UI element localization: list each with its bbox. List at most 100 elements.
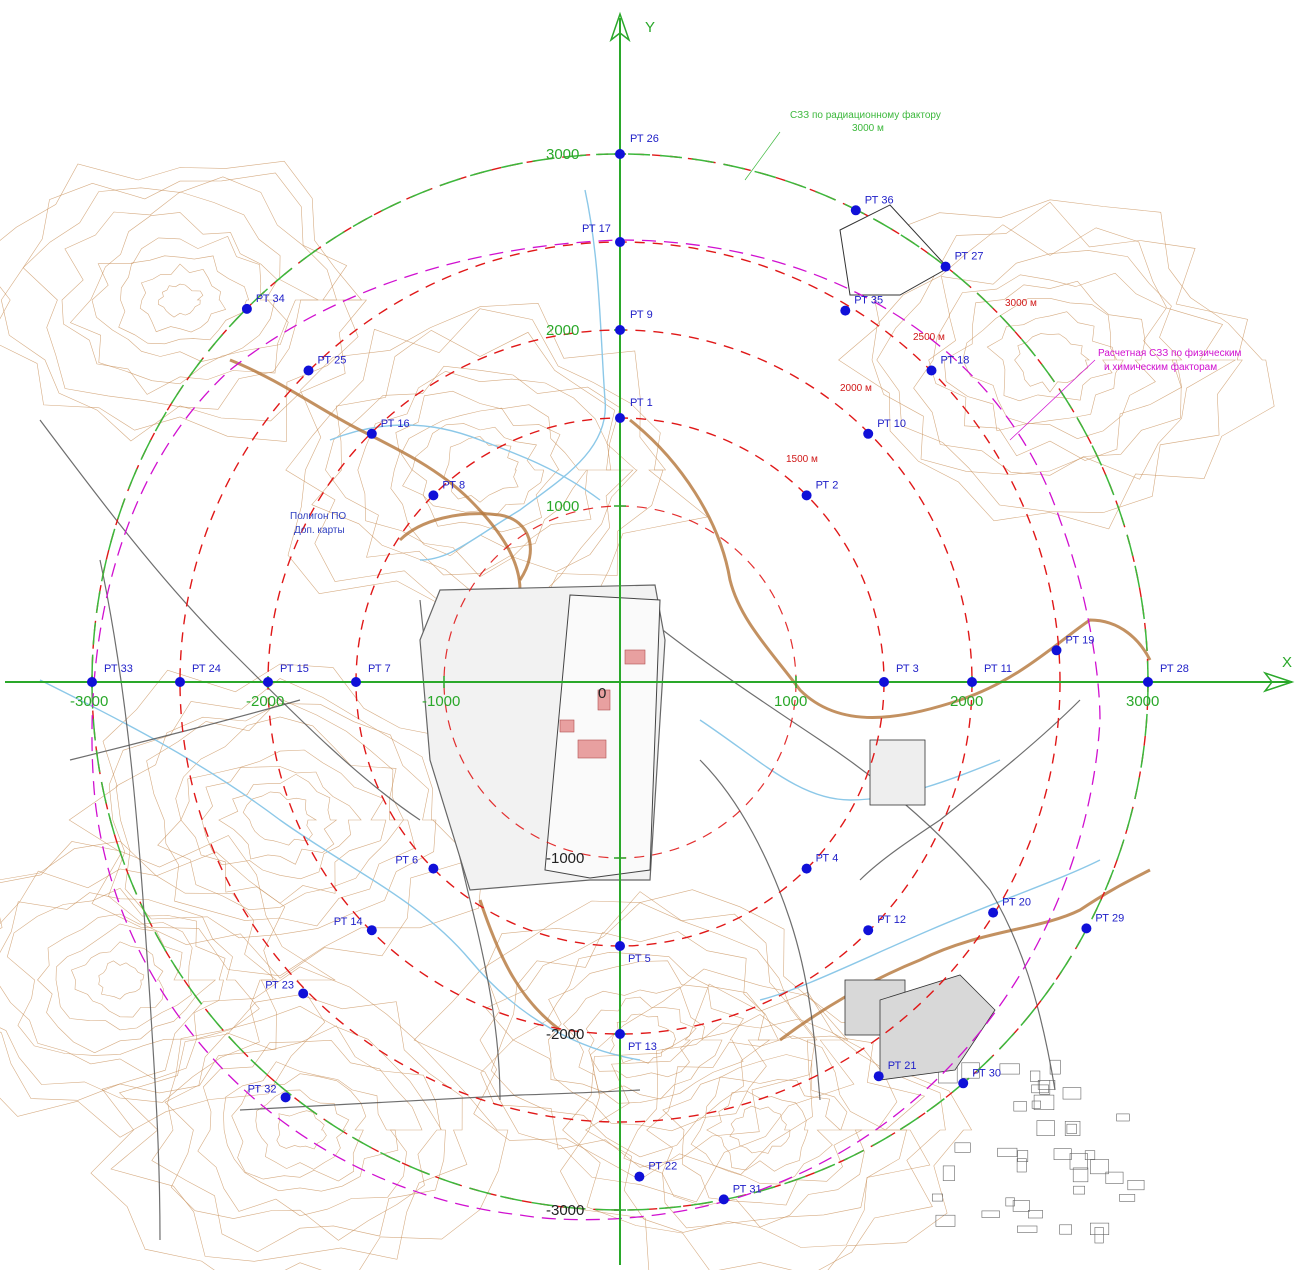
measurement-point[interactable]: РТ 19 [1051,634,1095,656]
y-tick-label: -2000 [546,1026,584,1043]
point-marker-icon[interactable] [615,1029,625,1039]
point-marker-icon[interactable] [241,303,252,314]
measurement-point[interactable]: РТ 11 [967,663,1012,687]
x-tick-label: -3000 [70,693,108,710]
measurement-point[interactable]: РТ 30 [958,1067,1001,1089]
measurement-point[interactable]: РТ 5 [615,941,651,965]
x-axis-arrow-icon [1262,671,1295,693]
measurement-point[interactable]: РТ 27 [940,251,984,272]
measurement-point[interactable]: РТ 17 [582,223,625,247]
point-marker-icon[interactable] [988,907,999,918]
measurement-point[interactable]: РТ 13 [615,1029,657,1053]
measurement-point[interactable]: РТ 21 [873,1060,917,1082]
point-label: РТ 3 [896,663,919,675]
measurement-point[interactable]: РТ 36 [850,194,894,216]
point-marker-icon[interactable] [428,863,439,874]
point-label: РТ 4 [816,853,839,865]
point-label: РТ 33 [104,663,133,675]
measurement-point[interactable]: РТ 29 [1081,912,1124,934]
point-label: РТ 15 [280,663,309,675]
point-label: РТ 9 [630,309,653,321]
point-marker-icon[interactable] [863,428,874,439]
measurement-point[interactable]: РТ 32 [248,1083,291,1103]
measurement-point[interactable]: РТ 34 [241,293,285,314]
point-label: РТ 18 [941,355,970,367]
point-marker-icon[interactable] [801,490,812,501]
point-marker-icon[interactable] [263,677,273,687]
point-marker-icon[interactable] [840,305,851,316]
measurement-point[interactable]: РТ 2 [801,479,839,501]
measurement-point[interactable]: РТ 12 [863,914,906,936]
point-marker-icon[interactable] [967,677,977,687]
measurement-point[interactable]: РТ 3 [879,663,919,687]
point-marker-icon[interactable] [940,261,951,272]
measurement-point[interactable]: РТ 20 [988,897,1031,918]
polygon-label-line1: Полигон ПО [290,511,346,522]
point-marker-icon[interactable] [298,988,309,999]
point-marker-icon[interactable] [615,149,625,159]
measurement-point[interactable]: РТ 35 [840,295,883,316]
point-marker-icon[interactable] [850,205,861,216]
ring-label-3000: 3000 м [1005,298,1037,309]
point-marker-icon[interactable] [863,925,874,936]
measurement-point[interactable]: РТ 33 [87,663,133,687]
measurement-point[interactable]: РТ 6 [395,855,439,874]
point-marker-icon[interactable] [958,1078,969,1089]
x-tick-label: 3000 [1126,693,1159,710]
x-tick-label: 2000 [950,693,983,710]
measurement-point[interactable]: РТ 28 [1143,663,1189,687]
point-marker-icon[interactable] [366,428,377,439]
point-marker-icon[interactable] [87,677,97,687]
point-marker-icon[interactable] [615,941,625,951]
point-label: РТ 32 [248,1083,277,1095]
measurement-point[interactable]: РТ 7 [351,663,391,687]
point-marker-icon[interactable] [351,677,361,687]
ring-label-2500: 2500 м [913,332,945,343]
point-marker-icon[interactable] [1051,645,1062,656]
x-tick-label: 1000 [774,693,807,710]
point-marker-icon[interactable] [303,365,314,376]
point-marker-icon[interactable] [634,1171,645,1182]
measurement-point[interactable]: РТ 23 [265,980,309,999]
point-marker-icon[interactable] [873,1071,884,1082]
point-marker-icon[interactable] [175,677,185,687]
x-axis-label: X [1282,654,1292,671]
point-marker-icon[interactable] [366,925,377,936]
point-label: РТ 6 [395,855,418,867]
measurement-point[interactable]: РТ 25 [303,355,347,376]
origin-label: 0 [598,685,606,702]
point-label: РТ 16 [381,418,410,430]
measurement-point[interactable]: РТ 26 [615,133,659,159]
point-marker-icon[interactable] [615,413,625,423]
measurement-point[interactable]: РТ 14 [334,916,377,936]
measurement-point[interactable]: РТ 9 [615,309,653,335]
measurement-point[interactable]: РТ 16 [366,418,410,439]
measurement-point[interactable]: РТ 22 [634,1161,677,1182]
point-label: РТ 20 [1002,897,1031,909]
measurement-point[interactable]: РТ 4 [801,853,839,874]
radiation-zone-distance: 3000 м [852,123,884,134]
point-label: РТ 21 [888,1060,917,1072]
ring-labels: 1500 м 2000 м 2500 м 3000 м [786,298,1037,465]
measurement-point[interactable]: РТ 18 [926,355,970,376]
point-marker-icon[interactable] [1143,677,1153,687]
point-marker-icon[interactable] [615,237,625,247]
point-marker-icon[interactable] [280,1092,291,1103]
point-marker-icon[interactable] [801,863,812,874]
measurement-point[interactable]: РТ 10 [863,418,906,439]
point-label: РТ 5 [628,953,651,965]
point-marker-icon[interactable] [1081,923,1092,934]
point-marker-icon[interactable] [879,677,889,687]
point-marker-icon[interactable] [428,490,439,501]
point-marker-icon[interactable] [615,325,625,335]
point-marker-icon[interactable] [926,365,937,376]
radiation-zone-title: СЗЗ по радиационному фактору [790,109,941,121]
measurement-point[interactable]: РТ 8 [428,479,465,501]
point-label: РТ 12 [877,914,906,926]
measurement-point[interactable]: РТ 24 [175,663,221,687]
measurement-point[interactable]: РТ 1 [615,397,653,423]
measurement-point[interactable]: РТ 31 [718,1183,762,1205]
point-marker-icon[interactable] [718,1194,729,1205]
measurement-point[interactable]: РТ 15 [263,663,309,687]
